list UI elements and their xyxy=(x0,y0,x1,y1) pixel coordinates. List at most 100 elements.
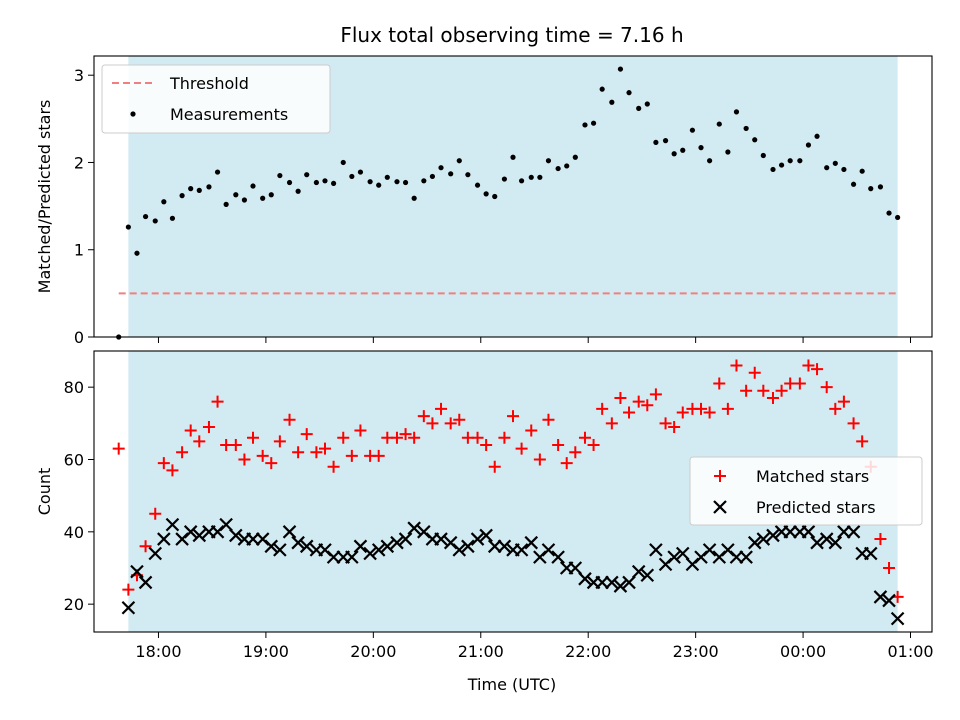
measurement-point xyxy=(357,169,364,175)
axes-frame xyxy=(93,55,933,338)
measurement-point xyxy=(492,193,498,200)
measurement-point xyxy=(698,145,704,151)
predicted-star-marker xyxy=(514,543,529,557)
measurement-point xyxy=(295,188,301,194)
predicted-star-marker xyxy=(380,539,395,554)
x-tick-label: 22:00 xyxy=(565,642,611,661)
measurement-point xyxy=(448,171,454,177)
measurement-point xyxy=(421,178,427,184)
y-tick-label: 1 xyxy=(74,241,84,260)
y-tick-label: 40 xyxy=(64,523,84,542)
predicted-star-marker xyxy=(363,546,377,561)
predicted-star-marker xyxy=(819,532,834,546)
count-subplot: 20 40 60 80 Count 18:00 19:00 20:00 21:00 22:00 23… xyxy=(35,350,934,661)
figure-title: Flux total observing time = 7.16 h xyxy=(340,23,683,47)
predicted-star-marker xyxy=(130,564,144,579)
predicted-star-marker xyxy=(801,525,816,539)
matched-star-marker xyxy=(390,431,403,444)
predicted-star-marker xyxy=(882,593,896,608)
matched-star-marker xyxy=(238,453,251,466)
measurement-point xyxy=(322,178,328,184)
predicted-star-marker xyxy=(667,550,681,564)
predicted-star-marker xyxy=(371,543,386,557)
measurement-point xyxy=(760,152,766,159)
matched-star-marker xyxy=(649,388,662,401)
legend-box xyxy=(689,456,923,526)
matched-star-marker xyxy=(184,424,197,437)
predicted-star-marker xyxy=(487,539,502,554)
measurement-point xyxy=(206,184,212,190)
predicted-star-marker xyxy=(165,517,180,532)
matched-star-marker xyxy=(614,392,627,405)
predicted-star-marker xyxy=(631,564,646,579)
measurement-point xyxy=(590,120,597,126)
measurement-point xyxy=(402,179,409,186)
matched-star-marker xyxy=(310,446,323,459)
matched-star-marker xyxy=(157,457,170,470)
predicted-star-marker xyxy=(640,568,655,582)
predicted-star-marker xyxy=(568,561,583,575)
matched-star-marker xyxy=(676,406,689,419)
matched-star-marker xyxy=(426,417,439,430)
measurement-point xyxy=(304,172,310,178)
matched-star-marker xyxy=(417,410,430,423)
measurement-point xyxy=(340,159,346,166)
measurement-point xyxy=(214,169,221,175)
measurement-point xyxy=(286,179,293,186)
measurement-point xyxy=(841,166,847,173)
legend-threshold-label: Threshold xyxy=(169,74,249,93)
measurement-point xyxy=(752,137,758,143)
matched-star-marker xyxy=(587,439,600,452)
matched-star-marker xyxy=(802,359,815,372)
matched-star-marker xyxy=(695,402,708,415)
measurement-point xyxy=(465,172,471,178)
predicted-star-marker xyxy=(219,517,233,532)
predicted-star-marker xyxy=(148,546,163,561)
measurement-point xyxy=(250,183,256,189)
measurement-point xyxy=(725,149,731,155)
measurement-point xyxy=(609,99,615,105)
predicted-star-marker xyxy=(470,532,485,546)
predicted-star-marker xyxy=(497,539,512,554)
measurement-point xyxy=(636,105,642,111)
measurement-point xyxy=(483,191,489,197)
y-axis-label: Matched/Predicted stars xyxy=(35,100,54,294)
measurement-point xyxy=(411,195,417,201)
legend-matched-label: Matched stars xyxy=(756,467,869,486)
measurement-point xyxy=(179,193,185,199)
predicted-star-marker xyxy=(434,532,448,546)
predicted-star-marker xyxy=(192,528,207,543)
measurement-point xyxy=(501,176,508,182)
measurement-point xyxy=(537,174,543,180)
predicted-star-marker xyxy=(299,539,314,554)
legend-measurements-swatch xyxy=(130,111,136,117)
x-axis-label: Time (UTC) xyxy=(467,675,556,694)
x-tick-label: 01:00 xyxy=(887,642,933,661)
predicted-star-marker xyxy=(541,543,556,557)
matched-star-marker xyxy=(829,402,842,415)
measurement-point xyxy=(277,172,283,179)
measurement-point xyxy=(850,181,857,187)
measurement-point xyxy=(582,122,588,128)
measurement-point xyxy=(805,142,812,148)
measurement-point xyxy=(824,165,830,171)
measurement-point xyxy=(196,187,202,193)
y-tick-label: 0 xyxy=(74,328,84,347)
matched-star-marker xyxy=(247,431,260,444)
predicted-star-marker xyxy=(452,543,467,557)
matched-star-marker xyxy=(775,384,788,397)
matched-star-marker xyxy=(668,420,681,433)
predicted-star-marker xyxy=(828,535,843,550)
legend-predicted-label: Predicted stars xyxy=(756,498,876,517)
measurement-point xyxy=(716,121,722,127)
axes-frame xyxy=(93,350,933,633)
matched-star-marker xyxy=(569,446,582,459)
matched-star-marker xyxy=(578,431,591,444)
y-tick-label: 2 xyxy=(74,153,84,172)
matched-star-marker xyxy=(837,395,850,408)
measurement-point xyxy=(545,158,552,164)
matched-star-marker xyxy=(632,395,645,408)
predicted-star-marker xyxy=(121,600,136,615)
predicted-star-marker xyxy=(326,550,341,564)
matched-star-marker xyxy=(703,406,716,419)
